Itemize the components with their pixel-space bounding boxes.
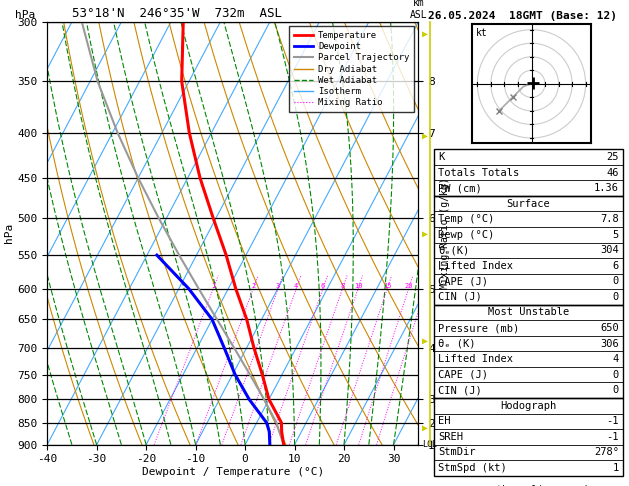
Text: 26.05.2024  18GMT (Base: 12): 26.05.2024 18GMT (Base: 12) [428, 11, 616, 21]
Text: Most Unstable: Most Unstable [487, 308, 569, 317]
Text: 278°: 278° [594, 448, 619, 457]
Text: θₑ(K): θₑ(K) [438, 245, 470, 255]
Text: EH: EH [438, 417, 451, 426]
Text: Surface: Surface [506, 199, 550, 208]
Text: hPa: hPa [15, 10, 35, 20]
Text: Temp (°C): Temp (°C) [438, 214, 494, 224]
Text: LCL: LCL [422, 440, 437, 449]
Text: -1: -1 [606, 417, 619, 426]
Text: ▶: ▶ [421, 29, 428, 39]
Text: ▶: ▶ [421, 228, 428, 238]
Text: 53°18'N  246°35'W  732m  ASL: 53°18'N 246°35'W 732m ASL [72, 7, 282, 20]
Text: Lifted Index: Lifted Index [438, 354, 513, 364]
Text: 7.8: 7.8 [600, 214, 619, 224]
Text: ▶: ▶ [421, 335, 428, 345]
X-axis label: Dewpoint / Temperature (°C): Dewpoint / Temperature (°C) [142, 467, 324, 477]
Text: 1.36: 1.36 [594, 183, 619, 193]
Text: StmSpd (kt): StmSpd (kt) [438, 463, 507, 473]
Text: 20: 20 [404, 283, 413, 289]
Text: 15: 15 [383, 283, 391, 289]
Text: K: K [438, 152, 445, 162]
Text: CIN (J): CIN (J) [438, 385, 482, 395]
Text: © weatheronline.co.uk: © weatheronline.co.uk [467, 485, 590, 486]
Text: ▶: ▶ [421, 131, 428, 141]
Text: CAPE (J): CAPE (J) [438, 277, 488, 286]
Text: 6: 6 [321, 283, 325, 289]
Text: 3: 3 [276, 283, 280, 289]
Text: Totals Totals: Totals Totals [438, 168, 520, 177]
Text: 0: 0 [613, 385, 619, 395]
Text: Dewp (°C): Dewp (°C) [438, 230, 494, 240]
Text: 8: 8 [340, 283, 345, 289]
Text: CIN (J): CIN (J) [438, 292, 482, 302]
Text: 5: 5 [613, 230, 619, 240]
Y-axis label: Mixing Ratio (g/kg): Mixing Ratio (g/kg) [440, 177, 450, 289]
Text: 1: 1 [211, 283, 215, 289]
Text: 304: 304 [600, 245, 619, 255]
Text: Hodograph: Hodograph [500, 401, 557, 411]
Text: 6: 6 [613, 261, 619, 271]
Text: 0: 0 [613, 370, 619, 380]
Text: -1: -1 [606, 432, 619, 442]
Text: 4: 4 [613, 354, 619, 364]
Text: 46: 46 [606, 168, 619, 177]
Text: 306: 306 [600, 339, 619, 348]
Y-axis label: hPa: hPa [4, 223, 14, 243]
Text: ▶: ▶ [421, 423, 428, 433]
Text: SREH: SREH [438, 432, 464, 442]
Text: CAPE (J): CAPE (J) [438, 370, 488, 380]
Text: 10: 10 [354, 283, 362, 289]
Text: kt: kt [476, 28, 487, 38]
Text: 4: 4 [294, 283, 298, 289]
Text: 1: 1 [613, 463, 619, 473]
Text: 650: 650 [600, 323, 619, 333]
Text: 2: 2 [251, 283, 255, 289]
Text: Lifted Index: Lifted Index [438, 261, 513, 271]
Text: PW (cm): PW (cm) [438, 183, 482, 193]
Text: Pressure (mb): Pressure (mb) [438, 323, 520, 333]
Text: 25: 25 [606, 152, 619, 162]
Text: θₑ (K): θₑ (K) [438, 339, 476, 348]
Legend: Temperature, Dewpoint, Parcel Trajectory, Dry Adiabat, Wet Adiabat, Isotherm, Mi: Temperature, Dewpoint, Parcel Trajectory… [289, 26, 414, 112]
Text: 0: 0 [613, 292, 619, 302]
Text: km
ASL: km ASL [409, 0, 427, 20]
Text: 0: 0 [613, 277, 619, 286]
Text: StmDir: StmDir [438, 448, 476, 457]
